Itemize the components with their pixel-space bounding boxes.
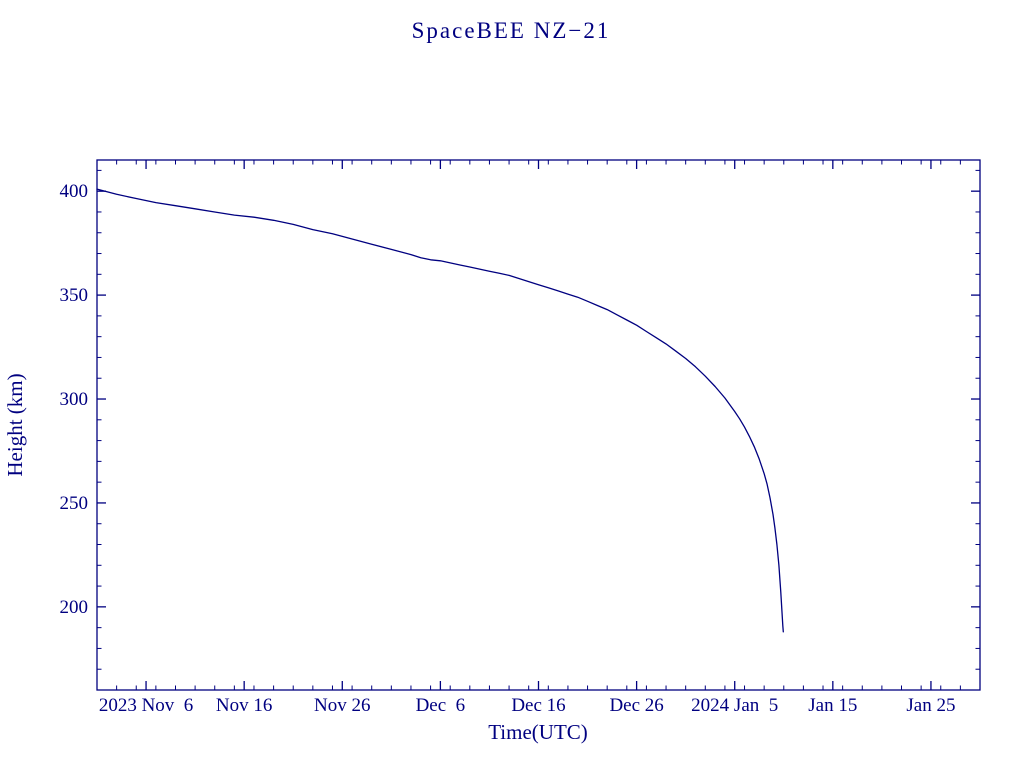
x-axis-label: Time(UTC) (488, 720, 588, 744)
plot-area: 2023 Nov 6 Nov 16 Nov 26 Dec 6 Dec 16 Dec 26 2… (60, 159, 981, 716)
y-tick-label: 350 (60, 285, 89, 306)
y-tick-label: 300 (60, 389, 89, 410)
x-tick-label: 2023 Nov 6 (99, 695, 193, 716)
y-axis-label: Height (km) (3, 373, 27, 476)
x-tick-label: Jan 15 (808, 695, 857, 716)
decay-curve (96, 188, 784, 633)
x-tick-label: Dec 6 (416, 695, 466, 716)
y-tick-label: 250 (60, 493, 89, 514)
x-tick-label: Dec 16 (511, 695, 565, 716)
x-tick-label: Nov 16 (216, 695, 272, 716)
chart-title: SpaceBEE NZ−21 (412, 18, 611, 43)
y-tick-label: 400 (60, 181, 89, 202)
y-tick-label: 200 (60, 597, 89, 618)
axis-frame (96, 159, 981, 691)
x-tick-label: Dec 26 (609, 695, 663, 716)
x-tick-label: Jan 25 (906, 695, 955, 716)
x-tick-label: Nov 26 (314, 695, 370, 716)
x-tick-label: 2024 Jan 5 (691, 695, 778, 716)
